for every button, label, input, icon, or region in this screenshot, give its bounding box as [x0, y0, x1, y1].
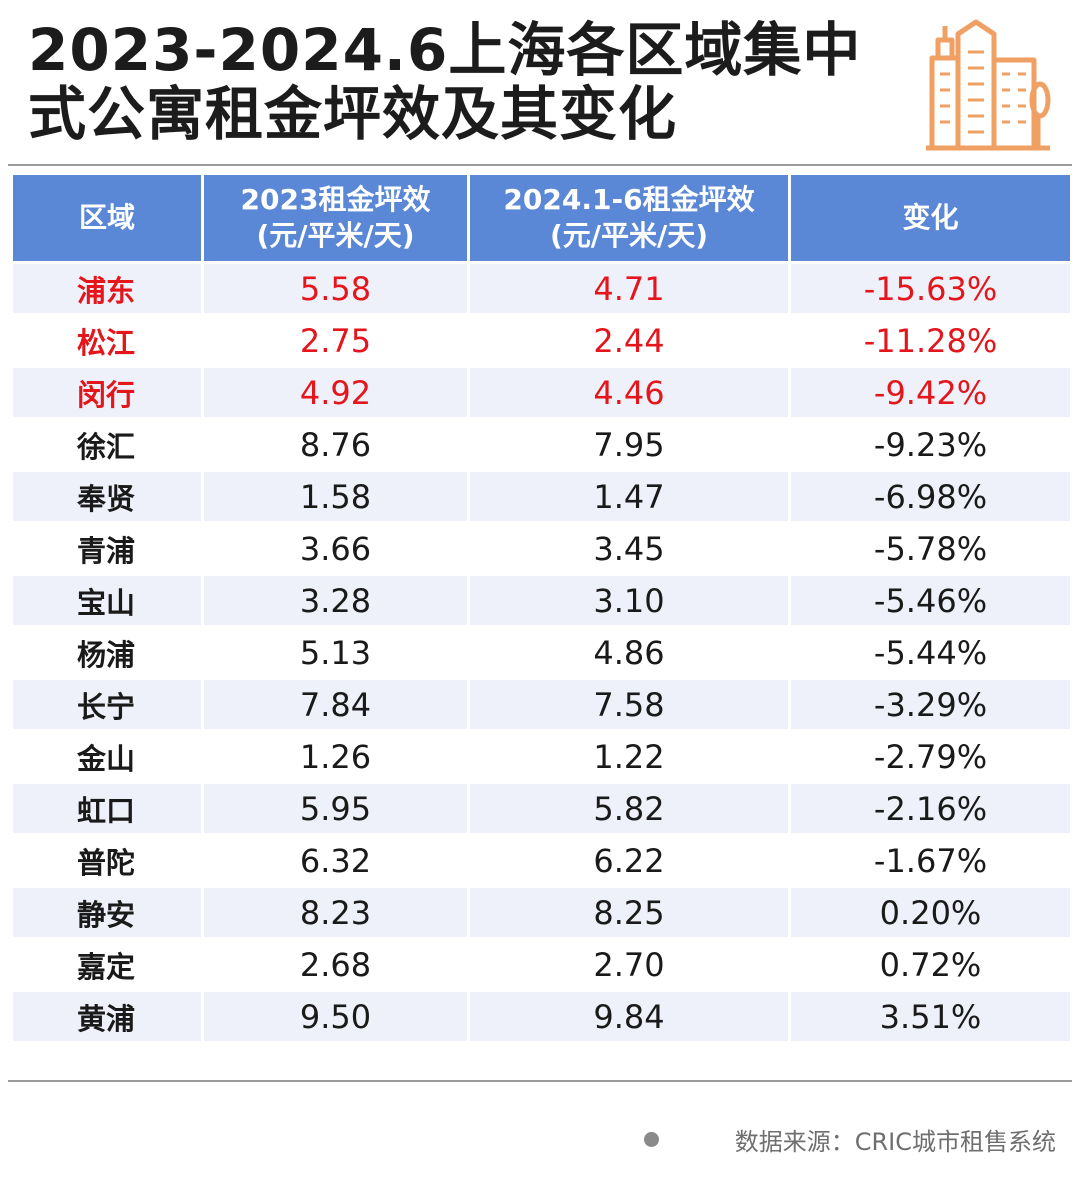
cell-area: 宝山: [13, 576, 201, 625]
cell-change: 0.72%: [791, 940, 1070, 989]
table-row: 普陀 6.32 6.22 -1.67%: [13, 836, 1070, 885]
cell-2024: 9.84: [470, 992, 788, 1041]
cell-change: -6.98%: [791, 472, 1070, 521]
table-row: 奉贤 1.58 1.47 -6.98%: [13, 472, 1070, 521]
cell-2023: 8.76: [204, 420, 467, 469]
cell-change: -1.67%: [791, 836, 1070, 885]
table-row: 黄浦 9.50 9.84 3.51%: [13, 992, 1070, 1041]
bottom-divider: [8, 1080, 1072, 1082]
cell-2024: 3.10: [470, 576, 788, 625]
cell-2024: 6.22: [470, 836, 788, 885]
cell-area: 青浦: [13, 524, 201, 573]
cell-change: -2.16%: [791, 784, 1070, 833]
table-row: 杨浦 5.13 4.86 -5.44%: [13, 628, 1070, 677]
source-text: 数据来源：CRIC城市租售系统: [734, 1128, 1056, 1156]
page-title-line-2: 式公寓租金坪效及其变化: [28, 80, 678, 148]
cell-2024: 2.44: [470, 316, 788, 365]
cell-change: -15.63%: [791, 264, 1070, 313]
cell-2023: 9.50: [204, 992, 467, 1041]
cell-2024: 1.22: [470, 732, 788, 781]
cell-2023: 5.95: [204, 784, 467, 833]
cell-2024: 5.82: [470, 784, 788, 833]
cell-area: 徐汇: [13, 420, 201, 469]
table-row: 闵行 4.92 4.46 -9.42%: [13, 368, 1070, 417]
cell-2024: 4.86: [470, 628, 788, 677]
cell-2024: 7.58: [470, 680, 788, 729]
cell-2023: 5.58: [204, 264, 467, 313]
table-row: 金山 1.26 1.22 -2.79%: [13, 732, 1070, 781]
table-body: 浦东 5.58 4.71 -15.63% 松江 2.75 2.44 -11.28% 闵行 4.92…: [13, 264, 1070, 1041]
rent-table: 区域 2023租金坪效 (元/平米/天) 2024.1-6租金坪效 (元/平米/…: [10, 172, 1073, 1044]
cell-area: 金山: [13, 732, 201, 781]
table-row: 松江 2.75 2.44 -11.28%: [13, 316, 1070, 365]
table-row: 静安 8.23 8.25 0.20%: [13, 888, 1070, 937]
cell-2023: 7.84: [204, 680, 467, 729]
table-row: 青浦 3.66 3.45 -5.78%: [13, 524, 1070, 573]
cell-2023: 1.26: [204, 732, 467, 781]
page-title-line-1: 2023-2024.6上海各区域集中: [28, 16, 862, 84]
rent-table-wrap: 区域 2023租金坪效 (元/平米/天) 2024.1-6租金坪效 (元/平米/…: [10, 172, 1070, 1044]
cell-area: 长宁: [13, 680, 201, 729]
cell-2024: 4.46: [470, 368, 788, 417]
city-buildings-icon: [918, 18, 1058, 152]
cell-2023: 4.92: [204, 368, 467, 417]
header-2024: 2024.1-6租金坪效 (元/平米/天): [470, 175, 788, 261]
cell-2023: 3.28: [204, 576, 467, 625]
cell-change: -9.42%: [791, 368, 1070, 417]
cell-change: -3.29%: [791, 680, 1070, 729]
cell-area: 黄浦: [13, 992, 201, 1041]
cell-2023: 5.13: [204, 628, 467, 677]
cell-change: -5.44%: [791, 628, 1070, 677]
cell-2024: 8.25: [470, 888, 788, 937]
top-divider: [8, 164, 1072, 166]
cell-2023: 3.66: [204, 524, 467, 573]
table-row: 徐汇 8.76 7.95 -9.23%: [13, 420, 1070, 469]
table-row: 宝山 3.28 3.10 -5.46%: [13, 576, 1070, 625]
cell-change: 0.20%: [791, 888, 1070, 937]
cell-change: -11.28%: [791, 316, 1070, 365]
cell-2023: 1.58: [204, 472, 467, 521]
cell-2023: 2.68: [204, 940, 467, 989]
cell-area: 闵行: [13, 368, 201, 417]
table-header-row: 区域 2023租金坪效 (元/平米/天) 2024.1-6租金坪效 (元/平米/…: [13, 175, 1070, 261]
header-area: 区域: [13, 175, 201, 261]
cell-area: 浦东: [13, 264, 201, 313]
header-2023: 2023租金坪效 (元/平米/天): [204, 175, 467, 261]
cell-change: -5.46%: [791, 576, 1070, 625]
cell-area: 虹口: [13, 784, 201, 833]
table-row: 嘉定 2.68 2.70 0.72%: [13, 940, 1070, 989]
cell-area: 普陀: [13, 836, 201, 885]
cell-change: -9.23%: [791, 420, 1070, 469]
cell-change: 3.51%: [791, 992, 1070, 1041]
cell-area: 嘉定: [13, 940, 201, 989]
cell-area: 静安: [13, 888, 201, 937]
cell-2024: 7.95: [470, 420, 788, 469]
cell-change: -5.78%: [791, 524, 1070, 573]
cell-2023: 8.23: [204, 888, 467, 937]
bullet-dot-icon: [643, 1132, 659, 1147]
cell-area: 松江: [13, 316, 201, 365]
cell-2024: 3.45: [470, 524, 788, 573]
table-row: 虹口 5.95 5.82 -2.16%: [13, 784, 1070, 833]
table-row: 长宁 7.84 7.58 -3.29%: [13, 680, 1070, 729]
header-change: 变化: [791, 175, 1070, 261]
cell-2024: 2.70: [470, 940, 788, 989]
source-note: 数据来源：CRIC城市租售系统: [643, 1122, 1056, 1157]
cell-area: 杨浦: [13, 628, 201, 677]
cell-change: -2.79%: [791, 732, 1070, 781]
cell-2024: 4.71: [470, 264, 788, 313]
cell-2023: 2.75: [204, 316, 467, 365]
table-row: 浦东 5.58 4.71 -15.63%: [13, 264, 1070, 313]
cell-2023: 6.32: [204, 836, 467, 885]
title-block: 2023-2024.6上海各区域集中 式公寓租金坪效及其变化: [28, 18, 908, 146]
cell-2024: 1.47: [470, 472, 788, 521]
cell-area: 奉贤: [13, 472, 201, 521]
